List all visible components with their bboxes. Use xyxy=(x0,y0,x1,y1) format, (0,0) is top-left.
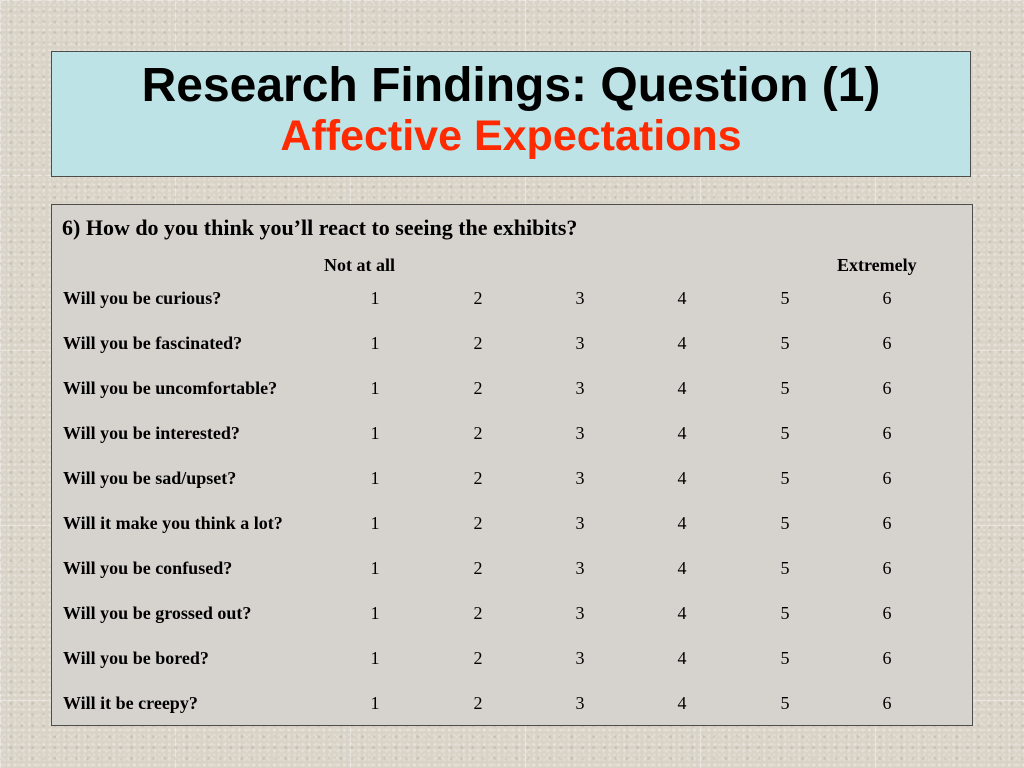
rating-option-4[interactable]: 4 xyxy=(677,693,687,713)
rating-option-5[interactable]: 5 xyxy=(780,333,790,353)
survey-item-label: Will it be creepy? xyxy=(63,693,198,713)
rating-option-2[interactable]: 2 xyxy=(473,693,483,713)
survey-item-label: Will you be sad/upset? xyxy=(63,468,237,488)
survey-item-row: Will you be grossed out? 1 2 3 4 5 6 xyxy=(52,601,972,625)
rating-option-6[interactable]: 6 xyxy=(882,333,892,353)
rating-option-1[interactable]: 1 xyxy=(370,558,380,578)
rating-option-2[interactable]: 2 xyxy=(473,333,483,353)
survey-item-row: Will you be interested? 1 2 3 4 5 6 xyxy=(52,421,972,445)
rating-option-5[interactable]: 5 xyxy=(780,693,790,713)
rating-option-1[interactable]: 1 xyxy=(370,513,380,533)
rating-option-3[interactable]: 3 xyxy=(575,513,585,533)
rating-option-4[interactable]: 4 xyxy=(677,513,687,533)
rating-option-6[interactable]: 6 xyxy=(882,423,892,443)
rating-option-3[interactable]: 3 xyxy=(575,378,585,398)
rating-option-1[interactable]: 1 xyxy=(370,378,380,398)
rating-option-2[interactable]: 2 xyxy=(473,468,483,488)
rating-option-2[interactable]: 2 xyxy=(473,378,483,398)
rating-option-2[interactable]: 2 xyxy=(473,513,483,533)
survey-item-label: Will you be fascinated? xyxy=(63,333,243,353)
slide-title: Research Findings: Question (1) xyxy=(141,59,881,112)
rating-option-2[interactable]: 2 xyxy=(473,648,483,668)
survey-item-row: Will you be confused? 1 2 3 4 5 6 xyxy=(52,556,972,580)
rating-option-6[interactable]: 6 xyxy=(882,693,892,713)
rating-option-6[interactable]: 6 xyxy=(882,288,892,308)
survey-question: 6) How do you think you’ll react to seei… xyxy=(62,215,578,240)
survey-item-label: Will you be curious? xyxy=(63,288,222,308)
rating-option-6[interactable]: 6 xyxy=(882,558,892,578)
rating-option-1[interactable]: 1 xyxy=(370,468,380,488)
rating-option-3[interactable]: 3 xyxy=(575,603,585,623)
rating-option-5[interactable]: 5 xyxy=(780,378,790,398)
scale-high-label: Extremely xyxy=(837,255,917,275)
survey-item-row: Will it make you think a lot? 1 2 3 4 5 6 xyxy=(52,511,972,535)
rating-option-3[interactable]: 3 xyxy=(575,288,585,308)
rating-option-4[interactable]: 4 xyxy=(677,558,687,578)
survey-item-row: Will you be uncomfortable? 1 2 3 4 5 6 xyxy=(52,376,972,400)
survey-item-label: Will you be grossed out? xyxy=(63,603,252,623)
rating-option-3[interactable]: 3 xyxy=(575,693,585,713)
survey-item-label: Will you be interested? xyxy=(63,423,240,443)
rating-option-4[interactable]: 4 xyxy=(677,468,687,488)
rating-option-5[interactable]: 5 xyxy=(780,558,790,578)
rating-option-2[interactable]: 2 xyxy=(473,423,483,443)
survey-item-row: Will you be sad/upset? 1 2 3 4 5 6 xyxy=(52,466,972,490)
rating-option-1[interactable]: 1 xyxy=(370,333,380,353)
rating-option-1[interactable]: 1 xyxy=(370,423,380,443)
scale-low-label: Not at all xyxy=(324,255,395,275)
rating-option-6[interactable]: 6 xyxy=(882,648,892,668)
rating-option-4[interactable]: 4 xyxy=(677,378,687,398)
rating-option-4[interactable]: 4 xyxy=(677,648,687,668)
survey-item-label: Will it make you think a lot? xyxy=(63,513,283,533)
rating-option-3[interactable]: 3 xyxy=(575,333,585,353)
rating-option-2[interactable]: 2 xyxy=(473,558,483,578)
rating-option-3[interactable]: 3 xyxy=(575,468,585,488)
survey-item-row: Will you be fascinated? 1 2 3 4 5 6 xyxy=(52,331,972,355)
rating-option-6[interactable]: 6 xyxy=(882,513,892,533)
slide-subtitle: Affective Expectations xyxy=(280,112,742,160)
title-banner: Research Findings: Question (1) Affectiv… xyxy=(51,51,971,177)
rating-option-1[interactable]: 1 xyxy=(370,648,380,668)
rating-option-5[interactable]: 5 xyxy=(780,648,790,668)
rating-option-1[interactable]: 1 xyxy=(370,288,380,308)
rating-option-3[interactable]: 3 xyxy=(575,558,585,578)
rating-option-1[interactable]: 1 xyxy=(370,603,380,623)
survey-item-row: Will it be creepy? 1 2 3 4 5 6 xyxy=(52,691,972,715)
rating-option-5[interactable]: 5 xyxy=(780,513,790,533)
rating-option-5[interactable]: 5 xyxy=(780,288,790,308)
rating-option-5[interactable]: 5 xyxy=(780,468,790,488)
rating-option-4[interactable]: 4 xyxy=(677,288,687,308)
rating-option-1[interactable]: 1 xyxy=(370,693,380,713)
rating-option-5[interactable]: 5 xyxy=(780,423,790,443)
rating-option-2[interactable]: 2 xyxy=(473,603,483,623)
rating-option-4[interactable]: 4 xyxy=(677,603,687,623)
rating-option-2[interactable]: 2 xyxy=(473,288,483,308)
rating-option-6[interactable]: 6 xyxy=(882,468,892,488)
rating-option-5[interactable]: 5 xyxy=(780,603,790,623)
survey-item-row: Will you be bored? 1 2 3 4 5 6 xyxy=(52,646,972,670)
rating-option-3[interactable]: 3 xyxy=(575,648,585,668)
survey-panel: 6) How do you think you’ll react to seei… xyxy=(51,204,973,726)
survey-item-label: Will you be uncomfortable? xyxy=(63,378,278,398)
rating-option-4[interactable]: 4 xyxy=(677,333,687,353)
rating-option-4[interactable]: 4 xyxy=(677,423,687,443)
survey-item-row: Will you be curious? 1 2 3 4 5 6 xyxy=(52,286,972,310)
rating-option-6[interactable]: 6 xyxy=(882,378,892,398)
survey-item-label: Will you be confused? xyxy=(63,558,233,578)
survey-item-label: Will you be bored? xyxy=(63,648,209,668)
rating-option-6[interactable]: 6 xyxy=(882,603,892,623)
rating-option-3[interactable]: 3 xyxy=(575,423,585,443)
